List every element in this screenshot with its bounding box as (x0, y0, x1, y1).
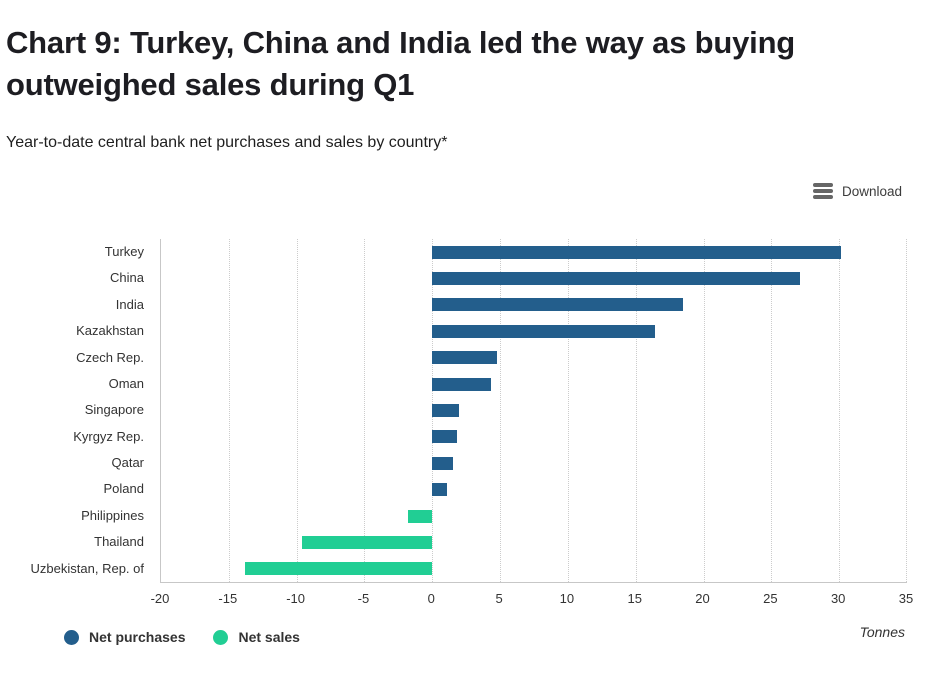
y-label-kyrgyz-rep: Kyrgyz Rep. (73, 428, 144, 444)
y-label-thailand: Thailand (94, 534, 144, 550)
bar-poland[interactable] (432, 483, 448, 497)
x-tick-label-25: 25 (763, 591, 778, 606)
x-tick-label-15: 15 (627, 591, 642, 606)
y-label-kazakhstan: Kazakhstan (76, 323, 144, 339)
legend-item-net-sales[interactable]: Net sales (213, 629, 300, 645)
page-title-line2: outweighed sales during Q1 (6, 67, 415, 102)
bar-uzbekistan-rep-of[interactable] (245, 562, 433, 576)
x-tick-label-30: 30 (830, 591, 846, 606)
x-tick-label-0: 0 (427, 591, 435, 606)
gridline-20 (703, 239, 705, 582)
gridline-15 (635, 239, 637, 582)
x-tick-label--15: -15 (218, 591, 238, 606)
y-label-uzbekistan-rep-of: Uzbekistan, Rep. of (30, 560, 144, 576)
gridline-35 (906, 239, 907, 582)
gridline-10 (567, 239, 569, 582)
bar-oman[interactable] (432, 377, 491, 391)
gridline-30 (839, 239, 841, 582)
x-tick-label--20: -20 (150, 591, 170, 606)
bar-qatar[interactable] (432, 456, 453, 470)
gridline--5 (364, 239, 366, 582)
x-tick-label-35: 35 (898, 591, 914, 606)
hamburger-menu-icon (812, 183, 833, 199)
bar-china[interactable] (432, 272, 800, 286)
x-tick-label-20: 20 (695, 591, 710, 606)
gridline-5 (500, 239, 502, 582)
bar-thailand[interactable] (302, 535, 433, 549)
gridline--15 (228, 239, 230, 582)
x-axis-ticks: -20 -15 -10 -5 0 5 10 15 20 25 30 35 (151, 591, 914, 607)
page-title-line1: Chart 9: Turkey, China and India led the… (6, 25, 796, 60)
y-label-czech-rep: Czech Rep. (76, 349, 144, 365)
bar-philippines[interactable] (407, 509, 433, 523)
x-tick-label--5: -5 (357, 591, 370, 606)
bar-singapore[interactable] (432, 404, 460, 417)
y-axis-labels: Turkey China India Kazakhstan Czech Rep. Oman… (0, 239, 144, 582)
y-label-china: China (110, 270, 144, 286)
download-button[interactable]: Download (812, 182, 902, 200)
plot-area (160, 239, 907, 583)
y-label-oman: Oman (108, 375, 144, 391)
page-title: Chart 9: Turkey, China and India led the… (6, 22, 866, 106)
y-label-india: India (115, 296, 144, 312)
download-label: Download (841, 183, 902, 199)
legend-marker-net-purchases (64, 629, 79, 645)
x-tick-label--10: -10 (286, 591, 306, 606)
y-label-poland: Poland (103, 481, 144, 497)
y-label-singapore: Singapore (84, 402, 144, 418)
x-tick-label-5: 5 (495, 591, 503, 606)
chart-legend: Net purchases Net sales (64, 629, 300, 645)
bar-india[interactable] (432, 298, 684, 312)
axis-unit-label: Tonnes (859, 624, 905, 640)
bar-kyrgyz-rep[interactable] (432, 430, 457, 444)
gridline-25 (771, 239, 773, 582)
legend-marker-net-sales (213, 629, 229, 645)
legend-label-net-purchases: Net purchases (89, 629, 186, 645)
chart-subtitle: Year-to-date central bank net purchases … (6, 134, 448, 151)
y-label-qatar: Qatar (111, 455, 144, 471)
bar-czech-rep[interactable] (432, 351, 498, 365)
y-label-turkey: Turkey (104, 244, 144, 259)
bar-kazakhstan[interactable] (432, 324, 655, 338)
legend-label-net-sales: Net sales (238, 629, 300, 645)
bar-turkey[interactable] (432, 245, 841, 259)
gridline--10 (296, 239, 298, 582)
y-label-philippines: Philippines (81, 507, 144, 523)
legend-item-net-purchases[interactable]: Net purchases (64, 629, 185, 645)
x-tick-label-10: 10 (559, 591, 575, 606)
